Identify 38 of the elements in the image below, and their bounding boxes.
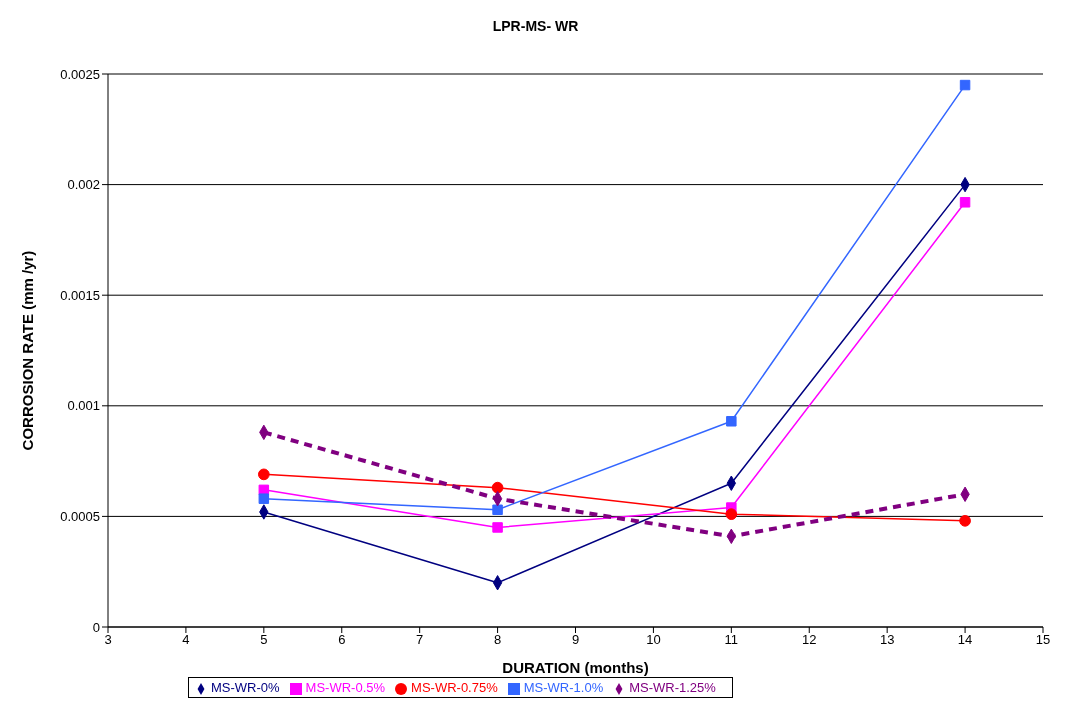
point — [959, 514, 971, 527]
legend-label: MS-WR-0.75% — [411, 680, 498, 695]
y-tick-label: 0.002 — [67, 177, 100, 193]
x-tick-label: 14 — [957, 632, 973, 648]
x-tick-label: 4 — [182, 632, 190, 648]
chart-title: LPR-MS- WR — [491, 17, 580, 36]
y-tick-label: 0.0015 — [60, 287, 100, 303]
x-tick-label: 9 — [571, 632, 580, 648]
y-tick-label: 0 — [92, 619, 100, 635]
x-tick-label: 6 — [338, 632, 346, 648]
point — [959, 79, 971, 91]
x-tick-label: 15 — [1035, 632, 1051, 648]
y-tick-label: 0.0005 — [60, 509, 100, 525]
point — [959, 197, 971, 208]
point — [725, 508, 738, 521]
point — [491, 481, 504, 494]
x-tick-label: 7 — [416, 632, 424, 648]
legend-label: MS-WR-1.0% — [523, 680, 604, 695]
y-tick-label: 0.001 — [67, 398, 100, 414]
legend-label: MS-WR-0.5% — [305, 680, 386, 695]
point — [257, 468, 270, 481]
x-tick-label: 12 — [802, 632, 817, 648]
x-axis-title: DURATION (months) — [502, 659, 649, 676]
y-axis-title: CORROSION RATE (mm /yr) — [19, 250, 37, 451]
legend-label: MS-WR-1.25% — [629, 680, 716, 695]
point — [258, 493, 270, 504]
point — [258, 484, 270, 496]
y-tick-label: 0.0025 — [60, 66, 100, 82]
point — [492, 522, 503, 533]
point — [492, 504, 503, 516]
x-tick-label: 5 — [260, 632, 268, 648]
x-tick-label: 11 — [724, 632, 739, 648]
legend-label: MS-WR-0% — [211, 680, 280, 695]
x-tick-label: 10 — [646, 632, 661, 648]
x-tick-label: 3 — [104, 632, 112, 648]
x-tick-label: 13 — [879, 632, 895, 648]
x-tick-label: 8 — [493, 632, 502, 648]
point — [726, 416, 737, 427]
